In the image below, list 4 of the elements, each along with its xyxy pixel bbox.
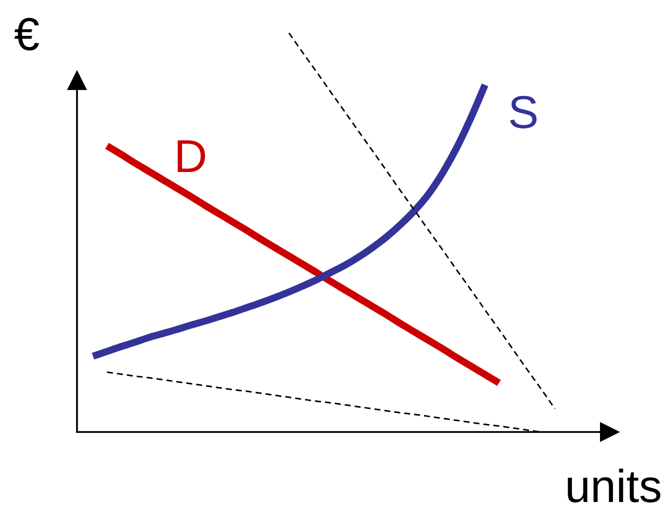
y-axis-title: € xyxy=(14,8,40,60)
series-label: D xyxy=(174,130,208,182)
series-label: S xyxy=(508,86,539,138)
x-axis-title: units xyxy=(564,460,662,506)
